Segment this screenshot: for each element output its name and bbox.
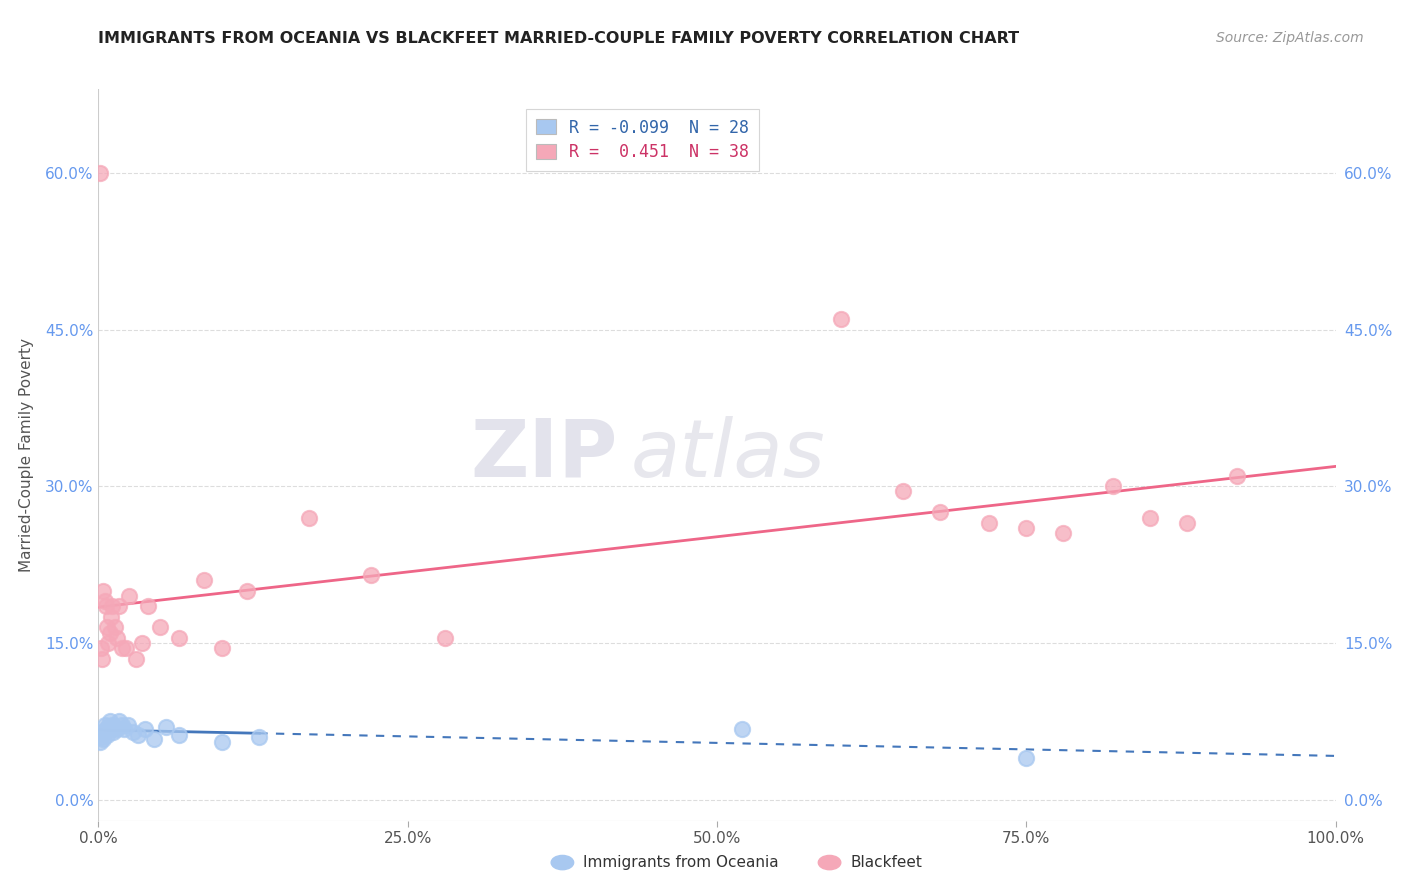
Point xyxy=(111,641,134,656)
Text: ZIP: ZIP xyxy=(471,416,619,494)
Point xyxy=(1015,521,1038,535)
Text: Source: ZipAtlas.com: Source: ZipAtlas.com xyxy=(1216,31,1364,45)
Point xyxy=(97,636,120,650)
Point xyxy=(155,720,177,734)
Point xyxy=(167,631,190,645)
Point xyxy=(94,599,117,614)
Point xyxy=(90,641,112,656)
Point xyxy=(90,730,112,744)
Point xyxy=(167,728,190,742)
Point xyxy=(103,724,125,739)
Point xyxy=(891,484,914,499)
Point xyxy=(100,610,122,624)
Point xyxy=(89,735,111,749)
Point xyxy=(93,583,115,598)
Point xyxy=(93,732,115,747)
Point xyxy=(101,599,124,614)
Point xyxy=(108,599,131,614)
Point xyxy=(211,641,233,656)
Point xyxy=(93,594,115,608)
Text: Blackfeet: Blackfeet xyxy=(851,855,922,870)
Legend: R = -0.099  N = 28, R =  0.451  N = 38: R = -0.099 N = 28, R = 0.451 N = 38 xyxy=(526,109,759,171)
Point xyxy=(97,720,120,734)
Point xyxy=(112,722,135,736)
Point xyxy=(101,717,124,731)
Point xyxy=(830,312,852,326)
Point xyxy=(91,651,114,665)
Point xyxy=(211,735,233,749)
Point xyxy=(93,717,115,731)
Point xyxy=(96,620,118,634)
Point xyxy=(360,568,382,582)
Point xyxy=(731,722,754,736)
Point xyxy=(236,583,259,598)
Text: Immigrants from Oceania: Immigrants from Oceania xyxy=(583,855,779,870)
Point xyxy=(928,505,950,519)
Point xyxy=(193,574,215,588)
Point xyxy=(89,166,111,180)
Point xyxy=(298,510,321,524)
Point xyxy=(114,641,136,656)
Point xyxy=(131,636,153,650)
Point xyxy=(1102,479,1125,493)
Point xyxy=(98,714,121,729)
Point xyxy=(111,717,134,731)
Point xyxy=(122,724,145,739)
Point xyxy=(247,730,270,744)
Point xyxy=(108,714,131,729)
Point xyxy=(1015,751,1038,765)
Point xyxy=(1139,510,1161,524)
Point xyxy=(1052,526,1074,541)
Point xyxy=(103,620,125,634)
Text: atlas: atlas xyxy=(630,416,825,494)
Point xyxy=(1175,516,1198,530)
Point xyxy=(134,722,156,736)
Point xyxy=(127,728,149,742)
Text: IMMIGRANTS FROM OCEANIA VS BLACKFEET MARRIED-COUPLE FAMILY POVERTY CORRELATION C: IMMIGRANTS FROM OCEANIA VS BLACKFEET MAR… xyxy=(98,31,1019,46)
Point xyxy=(433,631,456,645)
Point xyxy=(124,651,146,665)
Point xyxy=(149,620,172,634)
Point xyxy=(1226,468,1249,483)
Point xyxy=(105,722,128,736)
Point xyxy=(100,722,122,736)
Point xyxy=(91,724,114,739)
Point xyxy=(103,720,125,734)
Point xyxy=(94,722,117,736)
Point xyxy=(143,732,166,747)
Point xyxy=(96,728,118,742)
Point xyxy=(136,599,159,614)
Point xyxy=(105,631,128,645)
Y-axis label: Married-Couple Family Poverty: Married-Couple Family Poverty xyxy=(18,338,34,572)
Point xyxy=(979,516,1001,530)
Point xyxy=(118,589,141,603)
Point xyxy=(117,717,139,731)
Point xyxy=(98,625,121,640)
